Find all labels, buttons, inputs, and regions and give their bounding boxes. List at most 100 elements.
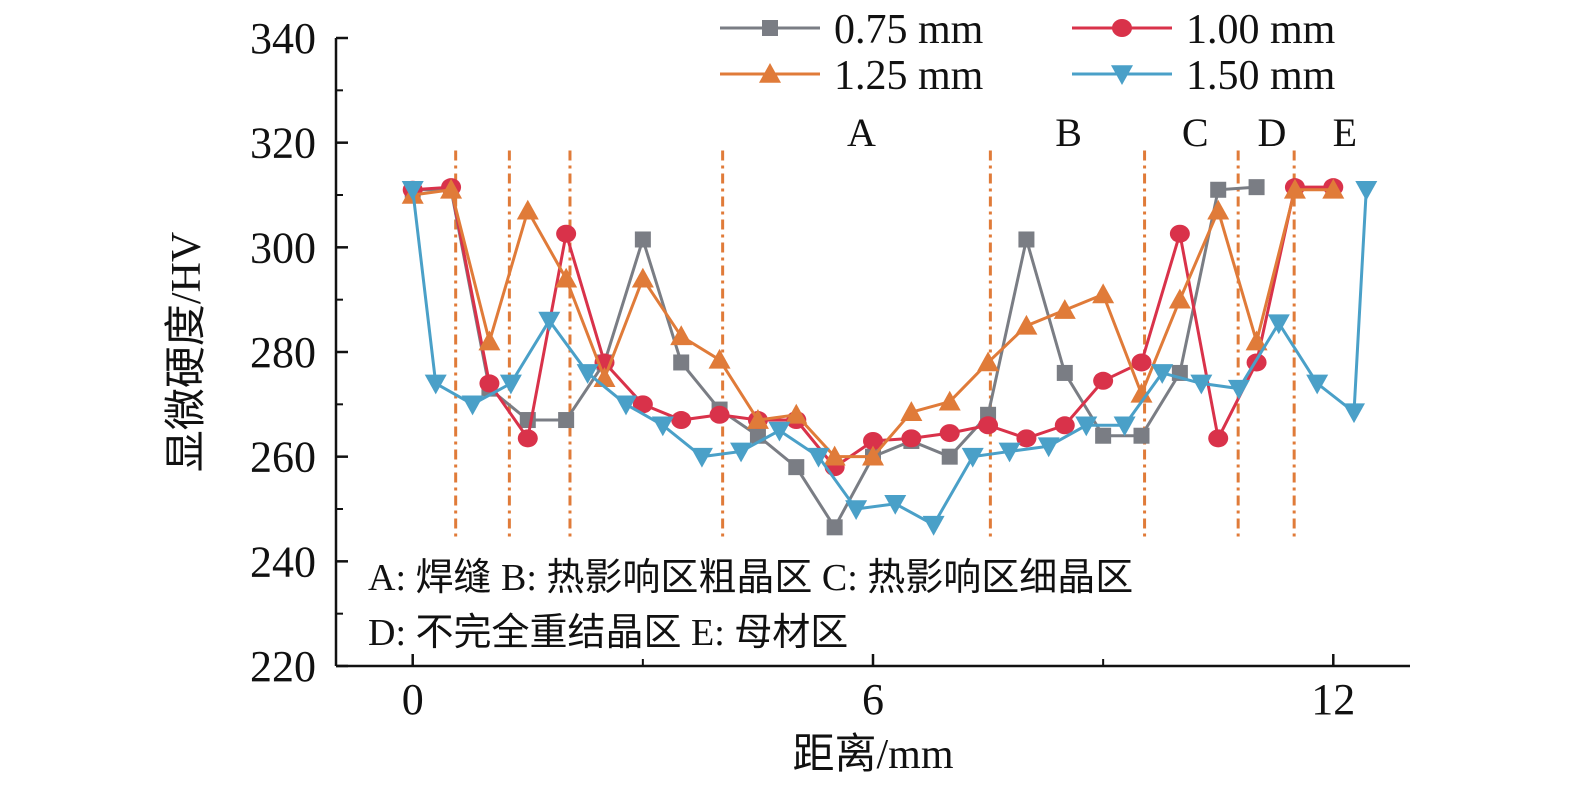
legend-label: 0.75 mm [834,7,984,53]
data-point [961,447,984,468]
zone-labels: A B C D E [847,110,1357,155]
data-point [1092,283,1115,304]
data-point [671,411,692,430]
legend-label: 1.50 mm [1186,53,1336,99]
zone-annotation-line: A: 焊缝 B: 热影响区粗晶区 C: 热影响区细晶区 [368,557,1133,599]
legend: 0.75 mm 1.00 mm 1.25 mm 1.50 mm [720,7,1336,99]
y-tick-label: 300 [250,223,316,272]
data-point [788,459,805,476]
data-point [1245,330,1268,351]
data-point [424,374,447,395]
data-point [631,267,654,288]
zone-annotations: A: 焊缝 B: 热影响区粗晶区 C: 热影响区细晶区 D: 不完全重结晶区 E:… [368,557,1133,654]
data-point [826,519,843,536]
y-tick-label: 260 [250,433,316,482]
data-point [785,403,808,424]
data-point [516,199,539,220]
zone-boundaries [454,150,1296,541]
data-point [862,445,884,466]
data-point [614,395,637,416]
legend-item: 1.00 mm [1072,7,1336,53]
data-point [499,374,522,395]
data-point [1190,374,1213,395]
data-point [670,325,693,346]
data-point [901,429,922,448]
zone-label: E [1333,110,1357,155]
data-point [517,429,538,448]
data-point [576,364,599,384]
data-point [730,442,753,463]
data-point [1283,178,1306,199]
data-point [709,405,730,424]
y-tick-label: 340 [250,14,316,63]
y-axis-label: 显微硬度/HV [164,232,210,472]
data-point [1168,288,1191,309]
data-point [977,351,1000,372]
data-point [1131,353,1152,372]
data-point [632,395,653,414]
data-point [1342,403,1365,424]
data-point [823,445,846,466]
y-tick-label: 280 [250,328,316,377]
data-point [1227,379,1250,400]
legend-marker [762,20,778,36]
data-point [1130,382,1153,403]
data-point [807,447,830,468]
data-point [1322,178,1345,199]
data-point [863,431,883,450]
legend-marker [1111,65,1133,85]
data-point [1151,364,1174,384]
data-point [1210,181,1227,198]
legend-item: 0.75 mm [720,7,984,53]
legend-marker [1112,19,1132,37]
data-point [978,416,999,435]
series-group [401,178,1378,536]
data-point [1075,416,1098,437]
data-point [651,416,674,437]
data-point [900,401,923,421]
series-line [411,189,1368,527]
zone-annotation-line: D: 不完全重结晶区 E: 母材区 [368,612,848,654]
data-point [845,500,868,520]
data-point [941,448,958,465]
series-line [412,185,1257,531]
data-point [461,395,484,416]
zone-label: B [1055,110,1082,155]
y-tick-label: 220 [250,642,316,691]
legend-marker [759,63,781,83]
data-point [1355,180,1378,201]
legend-item: 1.50 mm [1072,53,1336,99]
data-point [538,311,561,332]
data-point [634,231,651,248]
legend-label: 1.00 mm [1186,7,1336,53]
axes: 220 240 260 280 300 320 340 0 6 12 [250,14,1410,724]
data-point [1037,437,1060,458]
data-point [1207,199,1230,220]
data-point [401,180,424,201]
data-point [673,354,690,371]
data-point [746,409,769,429]
data-point [1016,429,1037,448]
legend-item: 1.25 mm [720,53,984,99]
x-tick-label: 0 [402,675,424,724]
data-point [939,424,960,443]
data-point [884,494,907,515]
data-point [922,515,945,536]
x-tick-label: 6 [862,675,884,724]
data-point [555,267,578,288]
zone-label: A [847,110,876,155]
x-tick-label: 12 [1311,675,1355,724]
data-point [1018,231,1035,248]
data-point [1267,314,1290,335]
data-point [478,330,501,351]
zone-label: C [1182,110,1209,155]
data-point [1248,179,1265,196]
zone-label: D [1257,110,1286,155]
data-point [768,421,791,442]
data-point [1093,371,1114,390]
data-point [1208,429,1229,448]
data-point [1169,224,1190,243]
data-point [479,374,500,393]
series-1_50-mm [401,180,1378,536]
